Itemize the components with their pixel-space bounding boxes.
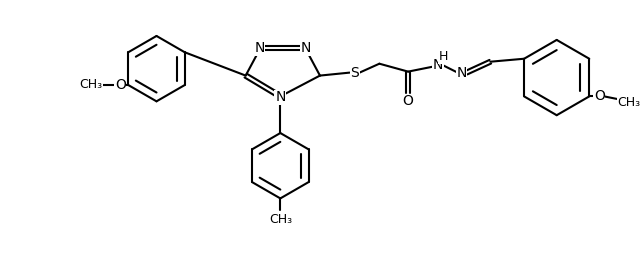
Text: N: N	[301, 41, 311, 55]
Text: O: O	[403, 94, 413, 108]
Text: CH₃: CH₃	[618, 96, 640, 109]
Text: N: N	[275, 90, 285, 104]
Text: N: N	[433, 58, 443, 72]
Text: CH₃: CH₃	[269, 213, 292, 226]
Text: N: N	[254, 41, 265, 55]
Text: H: H	[439, 50, 449, 63]
Text: CH₃: CH₃	[79, 79, 102, 91]
Text: O: O	[115, 78, 125, 92]
Text: S: S	[350, 66, 359, 80]
Text: O: O	[594, 89, 605, 103]
Text: N: N	[456, 66, 467, 80]
